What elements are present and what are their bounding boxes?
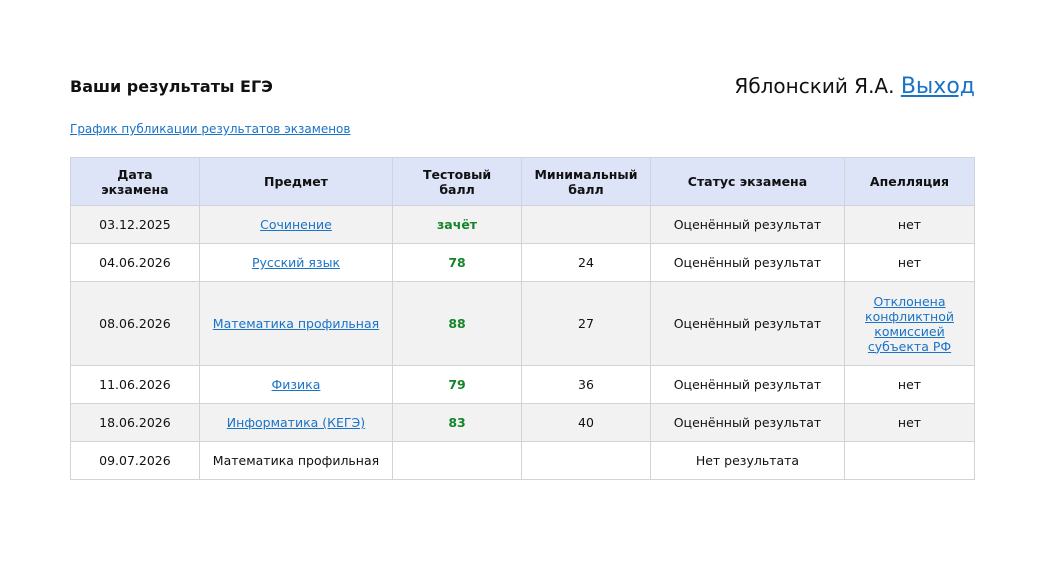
subject-cell: Математика профильная xyxy=(198,441,394,480)
subject-link[interactable]: Русский язык xyxy=(251,255,340,270)
score-cell: 83 xyxy=(392,403,523,442)
header-row: Дата экзамена Предмет Тестовый балл Мини… xyxy=(70,157,975,206)
result-row: 11.06.2026 Физика 79 36 Оценённый резуль… xyxy=(70,365,975,404)
status-cell: Оценённый результат xyxy=(649,243,846,282)
page-title: Ваши результаты ЕГЭ xyxy=(70,77,273,96)
min-score-cell: 40 xyxy=(521,403,651,442)
min-score-cell: 24 xyxy=(521,243,651,282)
date-cell: 09.07.2026 xyxy=(70,441,200,480)
date-cell: 18.06.2026 xyxy=(70,403,200,442)
appeal-cell: нет xyxy=(844,365,975,404)
results-table: Дата экзамена Предмет Тестовый балл Мини… xyxy=(70,157,975,480)
score-cell: зачёт xyxy=(392,205,523,244)
score-cell xyxy=(392,441,523,480)
column-header: Статус экзамена xyxy=(649,157,846,206)
result-row: 18.06.2026 Информатика (КЕГЭ) 83 40 Оцен… xyxy=(70,403,975,442)
min-score-cell xyxy=(521,205,651,244)
appeal-cell: нет xyxy=(844,243,975,282)
result-row: 08.06.2026 Математика профильная 88 27 О… xyxy=(70,281,975,366)
appeal-cell: нет xyxy=(844,403,975,442)
subject-link[interactable]: Математика профильная xyxy=(212,316,380,331)
result-row: 09.07.2026 Математика профильная Нет рез… xyxy=(70,441,975,480)
subject-link[interactable]: Сочинение xyxy=(260,217,332,232)
min-score-cell xyxy=(521,441,651,480)
subject-cell: Физика xyxy=(198,365,394,404)
result-row: 04.06.2026 Русский язык 78 24 Оценённый … xyxy=(70,243,975,282)
status-cell: Нет результата xyxy=(649,441,846,480)
min-score-cell: 27 xyxy=(521,281,651,366)
subject-cell: Информатика (КЕГЭ) xyxy=(198,403,394,442)
score-cell: 79 xyxy=(392,365,523,404)
appeal-cell xyxy=(844,441,975,480)
column-header: Дата экзамена xyxy=(70,157,200,206)
score-cell: 78 xyxy=(392,243,523,282)
schedule-link[interactable]: График публикации результатов экзаменов xyxy=(70,122,351,136)
column-header: Тестовый балл xyxy=(392,157,523,206)
subject-link[interactable]: Физика xyxy=(271,377,321,392)
status-cell: Оценённый результат xyxy=(649,403,846,442)
subject-cell: Сочинение xyxy=(198,205,394,244)
appeal-link[interactable]: Отклонена конфликтной комиссией субъекта… xyxy=(865,293,954,354)
result-row: 03.12.2025 Сочинение зачёт Оценённый рез… xyxy=(70,205,975,244)
date-cell: 08.06.2026 xyxy=(70,281,200,366)
score-cell: 88 xyxy=(392,281,523,366)
column-header: Апелляция xyxy=(844,157,975,206)
status-cell: Оценённый результат xyxy=(649,365,846,404)
date-cell: 04.06.2026 xyxy=(70,243,200,282)
date-cell: 11.06.2026 xyxy=(70,365,200,404)
date-cell: 03.12.2025 xyxy=(70,205,200,244)
subject-cell: Русский язык xyxy=(198,243,394,282)
column-header: Предмет xyxy=(198,157,394,206)
subject-link[interactable]: Информатика (КЕГЭ) xyxy=(226,415,366,430)
user-bar: Яблонский Я.А. Выход xyxy=(734,74,975,99)
logout-link[interactable]: Выход xyxy=(900,74,975,99)
status-cell: Оценённый результат xyxy=(649,281,846,366)
subject-cell: Математика профильная xyxy=(198,281,394,366)
column-header: Минимальный балл xyxy=(521,157,651,206)
appeal-cell: нет xyxy=(844,205,975,244)
min-score-cell: 36 xyxy=(521,365,651,404)
user-name: Яблонский Я.А. xyxy=(734,74,895,98)
appeal-cell: Отклонена конфликтной комиссией субъекта… xyxy=(844,281,975,366)
status-cell: Оценённый результат xyxy=(649,205,846,244)
